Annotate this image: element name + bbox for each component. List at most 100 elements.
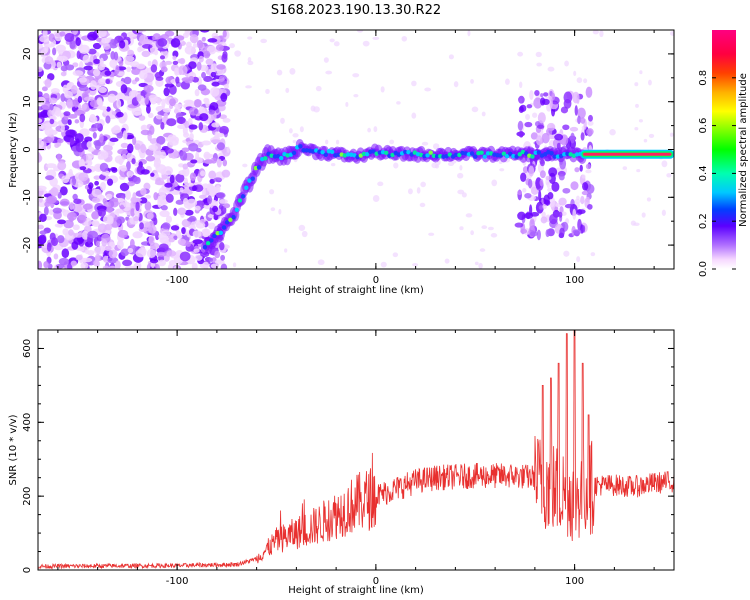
noise-blob	[93, 246, 105, 255]
noise-blob	[285, 87, 290, 93]
noise-blob	[56, 61, 62, 69]
noise-blob	[186, 182, 194, 187]
noise-blob	[72, 224, 80, 231]
noise-blob	[189, 172, 197, 181]
ridge-core	[247, 178, 252, 183]
noise-blob	[207, 195, 213, 205]
noise-blob	[323, 57, 329, 63]
noise-blob	[87, 31, 98, 41]
noise-blob	[108, 39, 119, 49]
noise-blob	[232, 262, 237, 268]
noise-blob	[216, 158, 222, 168]
colorbar-label: Normalized spectral amplitude	[738, 73, 749, 227]
ridge-core	[469, 151, 475, 156]
ridge-core	[279, 155, 284, 161]
noise-blob	[54, 223, 64, 228]
noise-blob	[563, 250, 570, 257]
noise-blob	[265, 88, 270, 95]
noise-blob	[173, 190, 180, 196]
noise-blob	[147, 225, 157, 234]
noise-blob	[116, 111, 124, 118]
noise-blob	[126, 134, 134, 140]
noise-blob	[72, 30, 79, 35]
disturbance-blob	[542, 92, 549, 97]
ridge-core	[361, 151, 367, 157]
noise-blob	[160, 66, 168, 73]
noise-blob	[289, 67, 296, 75]
noise-blob	[213, 177, 222, 183]
noise-blob	[133, 216, 139, 222]
noise-blob	[576, 195, 580, 201]
noise-blob	[50, 187, 59, 197]
noise-blob	[173, 103, 183, 108]
noise-blob	[38, 139, 45, 149]
noise-blob	[109, 59, 118, 68]
noise-blob	[329, 38, 335, 43]
disturbance-blob	[534, 90, 540, 97]
noise-blob	[208, 109, 215, 115]
disturbance-blob	[569, 126, 579, 132]
ridge-core	[517, 152, 522, 157]
noise-blob	[191, 262, 198, 269]
ridge-core	[371, 149, 376, 154]
ridge-core	[406, 149, 411, 155]
noise-blob	[138, 115, 146, 121]
noise-blob	[194, 99, 202, 108]
noise-blob	[49, 103, 54, 111]
y-tick-label: 20	[22, 48, 33, 61]
noise-blob	[634, 127, 639, 131]
noise-blob	[157, 38, 168, 47]
noise-blob	[136, 63, 146, 70]
disturbance-blob	[548, 172, 556, 185]
noise-blob	[356, 30, 364, 33]
noise-blob	[218, 75, 225, 82]
noise-blob	[199, 64, 209, 72]
noise-blob	[54, 142, 60, 148]
noise-blob	[116, 92, 126, 102]
ridge-core	[530, 154, 535, 159]
noise-blob	[115, 216, 125, 224]
noise-blob	[72, 70, 84, 77]
noise-blob	[92, 42, 102, 50]
disturbance-blob	[563, 91, 573, 104]
noise-blob	[169, 98, 176, 107]
noise-blob	[223, 84, 229, 89]
noise-blob	[190, 159, 198, 164]
ridge-core	[320, 149, 325, 155]
noise-blob	[101, 238, 108, 247]
noise-blob	[177, 207, 187, 215]
noise-blob	[185, 241, 191, 247]
noise-blob	[84, 249, 90, 255]
noise-blob	[157, 115, 163, 120]
noise-blob	[188, 124, 198, 130]
noise-blob	[66, 212, 78, 221]
noise-blob	[85, 241, 94, 248]
ridge-core	[256, 165, 262, 170]
disturbance-blob	[517, 211, 526, 221]
noise-blob	[519, 81, 523, 89]
noise-blob	[53, 253, 59, 260]
noise-blob	[362, 40, 370, 47]
noise-blob	[288, 128, 293, 134]
noise-blob	[75, 254, 83, 261]
noise-blob	[82, 203, 93, 210]
noise-blob	[590, 252, 596, 257]
noise-blob	[83, 65, 93, 71]
noise-blob	[183, 132, 190, 138]
noise-blob	[545, 182, 549, 186]
noise-blob	[393, 162, 399, 169]
noise-blob	[392, 252, 399, 258]
noise-blob	[123, 95, 130, 101]
noise-blob	[146, 86, 151, 97]
noise-blob	[102, 43, 111, 50]
disturbance-blob	[545, 175, 552, 181]
noise-blob	[179, 151, 188, 161]
noise-blob	[84, 136, 93, 143]
colorbar-tick-label: 0.4	[698, 165, 709, 181]
noise-blob	[163, 87, 170, 97]
noise-blob	[186, 217, 196, 222]
noise-blob	[92, 68, 101, 77]
noise-blob	[638, 119, 643, 123]
noise-blob	[335, 139, 340, 145]
disturbance-blob	[574, 105, 578, 116]
